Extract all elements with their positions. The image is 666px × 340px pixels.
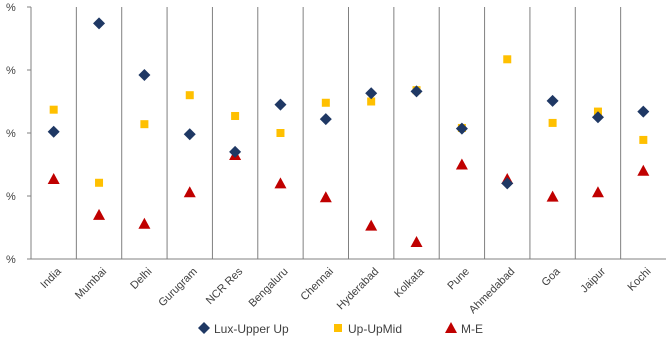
triangle-marker [410,235,423,247]
x-tick-label: Kochi [625,266,653,294]
square-marker [95,178,104,187]
square-marker [185,91,194,100]
diamond-marker [183,128,196,141]
diamond-marker [47,125,60,138]
series-diamond [47,17,650,190]
diamond-marker [455,122,468,135]
triangle-marker [138,217,151,229]
legend-square-icon [334,324,342,332]
square-marker [639,135,648,144]
x-tick-label: Hyderabad [335,266,382,313]
square-marker [321,98,330,107]
x-tick-label: Goa [540,265,564,289]
x-tick-label: NCR Res [204,265,246,307]
y-axis-ticks: %%%%% [6,2,31,266]
triangle-marker [183,186,196,198]
diamond-marker [319,113,332,126]
square-marker [231,111,240,120]
triangle-marker [93,208,106,220]
x-axis-ticks: India Mumbai Delhi Gurugram NCR Res Bengaluru… [38,265,653,316]
x-tick-label: Jaipur [578,265,608,295]
diamond-marker [93,17,106,30]
triangle-marker [591,186,604,198]
x-tick-label: Kolkata [392,265,427,300]
triangle-marker [455,158,468,170]
x-tick-label: Chennai [298,266,335,303]
legend-label: Up-UpMid [348,322,402,336]
chart-axes [30,7,666,260]
x-tick-label: Pune [445,266,472,293]
diamond-marker [365,87,378,100]
diamond-marker [138,69,151,82]
x-tick-label: Ahmedabad [467,266,517,316]
triangle-marker [365,219,378,231]
x-tick-label: Mumbai [73,266,109,302]
triangle-marker [546,190,559,202]
square-marker [503,55,512,64]
diamond-marker [410,85,423,98]
diamond-marker [546,94,559,107]
legend: Lux-Upper Up Up-UpMid M-E [198,322,483,336]
legend-triangle-icon [445,322,457,333]
legend-label: Lux-Upper Up [214,322,289,336]
legend-item: Lux-Upper Up [198,322,289,336]
triangle-marker [274,177,287,189]
y-tick-label: % [6,254,16,266]
y-tick-label: % [6,128,16,140]
triangle-marker [47,172,60,184]
diamond-marker [637,105,650,118]
diamond-marker [501,177,514,190]
y-tick-label: % [6,2,16,14]
square-marker [548,118,557,127]
x-tick-label: Delhi [128,266,154,292]
diamond-marker [229,145,242,158]
triangle-marker [637,164,650,176]
diamond-marker [274,98,287,111]
legend-diamond-icon [198,322,210,334]
x-tick-label: Gurugram [156,266,200,310]
y-tick-label: % [6,191,16,203]
x-tick-label: Bengaluru [247,266,291,310]
square-marker [49,105,58,114]
legend-item: M-E [445,322,483,336]
legend-label: M-E [461,322,483,336]
square-marker [140,120,149,129]
triangle-marker [319,191,332,203]
y-tick-label: % [6,65,16,77]
legend-item: Up-UpMid [334,322,402,336]
square-marker [276,129,285,137]
diamond-marker [591,111,604,124]
square-marker [367,97,376,106]
x-tick-label: India [38,265,64,291]
data-marks [47,17,650,247]
